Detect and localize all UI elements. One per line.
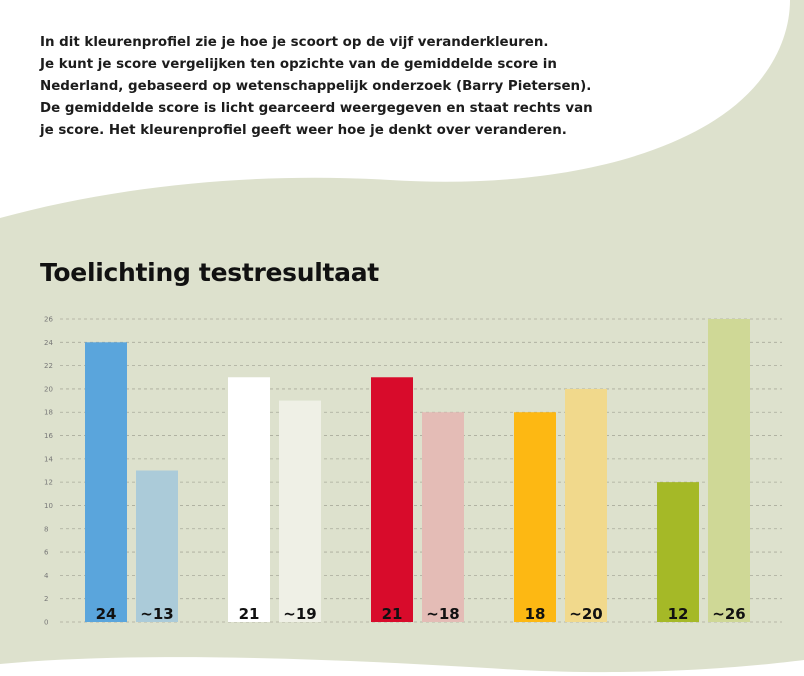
average-value-label: ~26 (712, 605, 745, 623)
average-bar (279, 400, 321, 622)
intro-line: In dit kleurenprofiel zie je hoe je scoo… (40, 35, 549, 50)
y-tick-label: 12 (44, 479, 53, 487)
score-value-label: 21 (239, 605, 260, 623)
score-bar (514, 412, 556, 622)
intro-line: De gemiddelde score is licht gearceerd w… (40, 101, 593, 116)
y-tick-label: 8 (44, 525, 48, 533)
y-tick-label: 6 (44, 549, 49, 557)
y-tick-label: 16 (44, 432, 53, 440)
y-tick-label: 18 (44, 409, 53, 417)
y-tick-label: 24 (44, 339, 53, 347)
average-bar (422, 412, 464, 622)
intro-text: In dit kleurenprofiel zie je hoe je scoo… (40, 32, 640, 142)
y-tick-label: 14 (44, 455, 53, 463)
intro-line: je score. Het kleurenprofiel geeft weer … (40, 123, 567, 138)
intro-line: Je kunt je score vergelijken ten opzicht… (40, 57, 557, 72)
section-heading: Toelichting testresultaat (40, 258, 379, 287)
score-value-label: 12 (668, 605, 689, 623)
y-tick-label: 26 (44, 316, 53, 324)
average-bar (565, 388, 607, 622)
average-value-label: ~18 (426, 605, 459, 623)
y-tick-label: 4 (44, 572, 49, 580)
score-value-label: 24 (96, 605, 117, 623)
bottom-wave (0, 657, 804, 676)
score-bar (228, 377, 270, 622)
score-bar (85, 342, 127, 622)
score-value-label: 21 (382, 605, 403, 623)
y-tick-label: 0 (44, 619, 48, 627)
average-value-label: ~19 (283, 605, 316, 623)
y-tick-label: 20 (44, 385, 53, 393)
score-bar (657, 482, 699, 622)
average-bar (136, 470, 178, 622)
score-value-label: 18 (525, 605, 546, 623)
y-tick-label: 22 (44, 362, 53, 370)
average-value-label: ~13 (140, 605, 173, 623)
intro-line: Nederland, gebaseerd op wetenschappelijk… (40, 79, 592, 94)
average-bar (708, 319, 750, 622)
y-tick-label: 2 (44, 595, 48, 603)
average-value-label: ~20 (569, 605, 602, 623)
y-tick-label: 10 (44, 502, 53, 510)
score-bar (371, 377, 413, 622)
